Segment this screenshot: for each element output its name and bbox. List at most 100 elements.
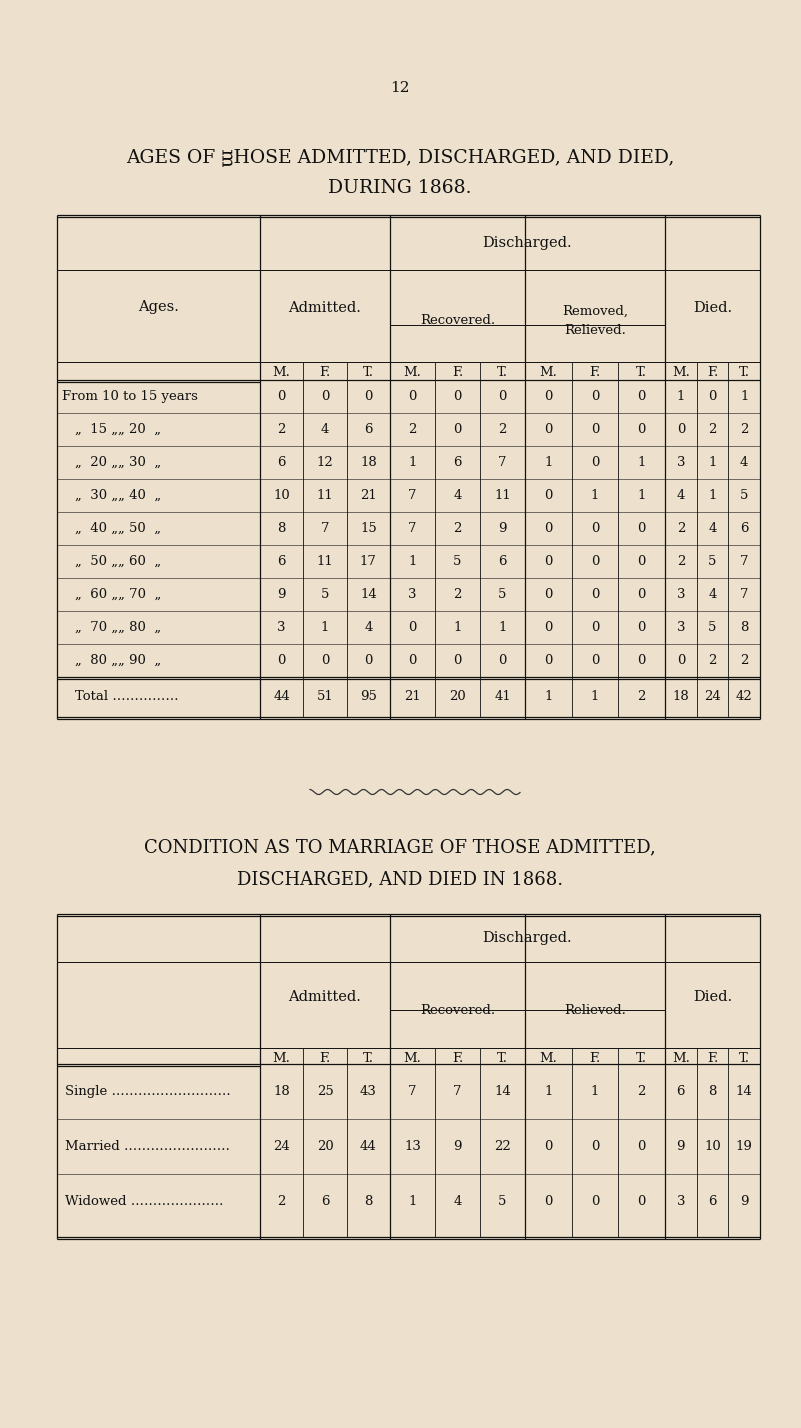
- Text: 0: 0: [544, 1140, 553, 1152]
- Text: 0: 0: [677, 654, 685, 667]
- Text: Single ………………………: Single ………………………: [65, 1085, 231, 1098]
- Text: 0: 0: [277, 390, 286, 403]
- Text: 1: 1: [498, 621, 507, 634]
- Text: 0: 0: [453, 423, 461, 436]
- Text: 5: 5: [498, 588, 507, 601]
- Text: 1: 1: [677, 390, 685, 403]
- Text: 7: 7: [409, 523, 417, 536]
- Text: 18: 18: [360, 456, 376, 468]
- Text: 5: 5: [498, 1195, 507, 1208]
- Text: 1: 1: [544, 456, 553, 468]
- Text: 0: 0: [544, 588, 553, 601]
- Text: 0: 0: [591, 1195, 599, 1208]
- Text: 0: 0: [277, 654, 286, 667]
- Text: 20: 20: [449, 691, 466, 704]
- Text: 2: 2: [740, 654, 748, 667]
- Text: 25: 25: [316, 1085, 333, 1098]
- Text: 43: 43: [360, 1085, 376, 1098]
- Text: 0: 0: [544, 621, 553, 634]
- Text: 14: 14: [360, 588, 376, 601]
- Text: 1: 1: [409, 555, 417, 568]
- Text: 18: 18: [673, 691, 689, 704]
- Text: 0: 0: [544, 1195, 553, 1208]
- Text: 4: 4: [453, 1195, 461, 1208]
- Text: 1: 1: [740, 390, 748, 403]
- Text: 13: 13: [404, 1140, 421, 1152]
- Text: 7: 7: [409, 1085, 417, 1098]
- Text: 8: 8: [277, 523, 286, 536]
- Text: 4: 4: [453, 488, 461, 503]
- Text: 24: 24: [704, 691, 721, 704]
- Text: 5: 5: [453, 555, 461, 568]
- Text: 3: 3: [677, 1195, 685, 1208]
- Text: 0: 0: [453, 390, 461, 403]
- Text: 0: 0: [591, 423, 599, 436]
- Text: 0: 0: [638, 390, 646, 403]
- Text: „  80 „„ 90  „: „ 80 „„ 90 „: [75, 654, 161, 667]
- Text: „  15 „„ 20  „: „ 15 „„ 20 „: [75, 423, 161, 436]
- Text: Died.: Died.: [693, 990, 732, 1004]
- Text: 0: 0: [638, 423, 646, 436]
- Text: 2: 2: [277, 1195, 286, 1208]
- Text: „  70 „„ 80  „: „ 70 „„ 80 „: [75, 621, 161, 634]
- Text: 6: 6: [708, 1195, 717, 1208]
- Text: 7: 7: [409, 488, 417, 503]
- Text: M.: M.: [404, 367, 421, 380]
- Text: 4: 4: [364, 621, 372, 634]
- Text: 11: 11: [316, 555, 333, 568]
- Text: 1: 1: [638, 488, 646, 503]
- Text: 4: 4: [321, 423, 329, 436]
- Text: „  60 „„ 70  „: „ 60 „„ 70 „: [75, 588, 161, 601]
- Text: 0: 0: [453, 654, 461, 667]
- Text: 6: 6: [677, 1085, 685, 1098]
- Text: Discharged.: Discharged.: [483, 236, 572, 250]
- Text: 0: 0: [544, 390, 553, 403]
- Text: 0: 0: [638, 555, 646, 568]
- Text: 0: 0: [544, 654, 553, 667]
- Text: 2: 2: [638, 691, 646, 704]
- Text: 0: 0: [364, 654, 372, 667]
- Text: 0: 0: [591, 654, 599, 667]
- Text: F.: F.: [706, 1051, 718, 1064]
- Text: 7: 7: [320, 523, 329, 536]
- Text: Recovered.: Recovered.: [420, 1004, 495, 1017]
- Text: 8: 8: [708, 1085, 717, 1098]
- Text: 0: 0: [409, 621, 417, 634]
- Text: 1: 1: [453, 621, 461, 634]
- Text: 44: 44: [273, 691, 290, 704]
- Text: 6: 6: [740, 523, 748, 536]
- Text: 7: 7: [740, 555, 748, 568]
- Text: 10: 10: [273, 488, 290, 503]
- Text: 2: 2: [677, 523, 685, 536]
- Text: 4: 4: [740, 456, 748, 468]
- Text: F.: F.: [320, 367, 331, 380]
- Text: 0: 0: [638, 1195, 646, 1208]
- Text: Removed,
Relieved.: Removed, Relieved.: [562, 306, 628, 337]
- Text: 0: 0: [498, 390, 507, 403]
- Text: 6: 6: [320, 1195, 329, 1208]
- Text: F.: F.: [452, 1051, 463, 1064]
- Text: DURING 1868.: DURING 1868.: [328, 178, 472, 197]
- Text: M.: M.: [272, 367, 291, 380]
- Text: 20: 20: [316, 1140, 333, 1152]
- Text: DISCHARGED, AND DIED IN 1868.: DISCHARGED, AND DIED IN 1868.: [237, 870, 563, 888]
- Text: Ages.: Ages.: [138, 300, 179, 314]
- Text: T.: T.: [363, 1051, 374, 1064]
- Text: 7: 7: [498, 456, 507, 468]
- Text: 42: 42: [736, 691, 753, 704]
- Text: 4: 4: [708, 588, 717, 601]
- Text: 1: 1: [638, 456, 646, 468]
- Text: AGES OF ᴟHOSE ADMITTED, DISCHARGED, AND DIED,: AGES OF ᴟHOSE ADMITTED, DISCHARGED, AND …: [126, 149, 674, 167]
- Text: 14: 14: [494, 1085, 511, 1098]
- Text: 3: 3: [277, 621, 286, 634]
- Text: 0: 0: [364, 390, 372, 403]
- Text: 9: 9: [453, 1140, 461, 1152]
- Text: T.: T.: [363, 367, 374, 380]
- Text: T.: T.: [497, 1051, 508, 1064]
- Text: Widowed …………………: Widowed …………………: [65, 1195, 223, 1208]
- Text: 0: 0: [591, 390, 599, 403]
- Text: 10: 10: [704, 1140, 721, 1152]
- Text: 3: 3: [677, 621, 685, 634]
- Text: 2: 2: [498, 423, 507, 436]
- Text: 0: 0: [591, 588, 599, 601]
